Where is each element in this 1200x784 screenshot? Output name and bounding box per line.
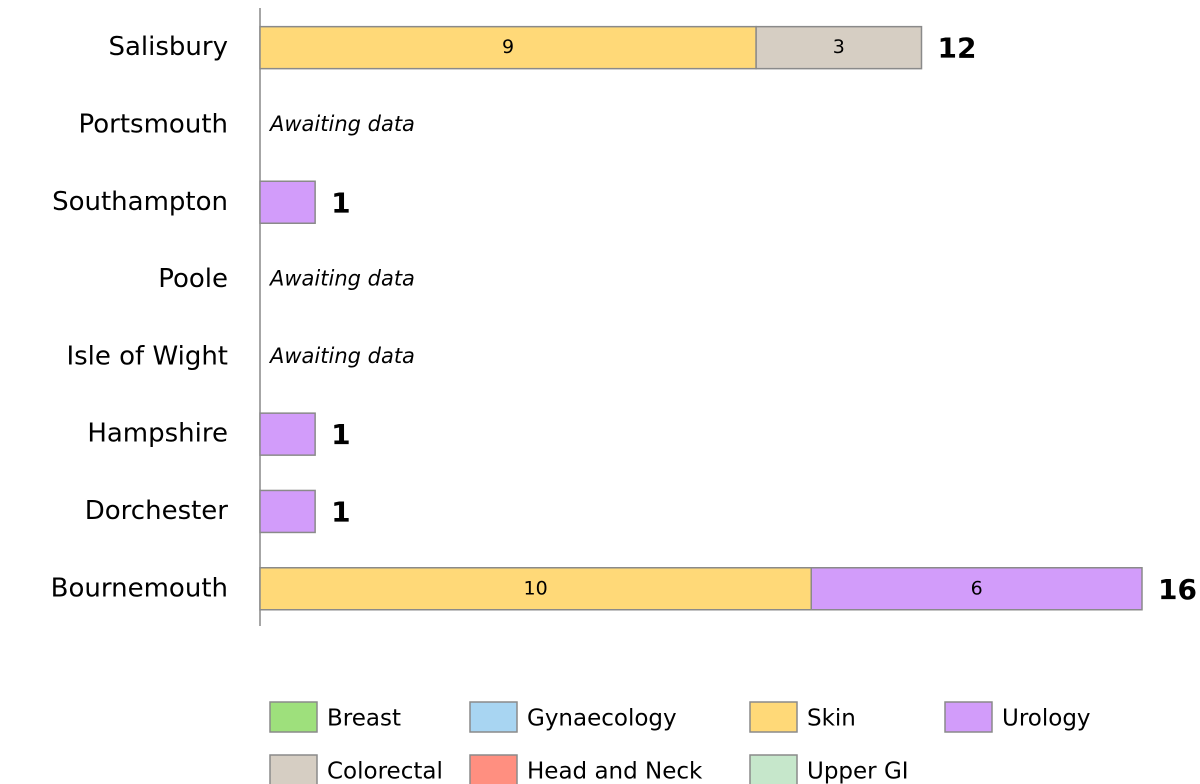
legend-swatch bbox=[944, 701, 993, 733]
category-label: Dorchester bbox=[85, 496, 229, 526]
total-label: 1 bbox=[331, 495, 350, 528]
segment-label: 6 bbox=[971, 577, 983, 599]
legend-swatch bbox=[269, 701, 318, 733]
legend-label: Breast bbox=[327, 706, 401, 732]
category-label: Salisbury bbox=[109, 32, 229, 62]
segment-label: 3 bbox=[833, 36, 845, 58]
bar-segment bbox=[810, 567, 1143, 611]
legend-label: Urology bbox=[1002, 706, 1091, 732]
total-label: 16 bbox=[1158, 573, 1197, 606]
category-label: Poole bbox=[158, 264, 228, 294]
legend-swatch bbox=[749, 701, 798, 733]
total-label: 1 bbox=[331, 186, 350, 219]
legend-swatch bbox=[749, 754, 798, 784]
legend-label: Head and Neck bbox=[527, 759, 703, 784]
legend-label: Upper GI bbox=[807, 759, 909, 784]
segment-label: 9 bbox=[502, 36, 514, 58]
legend-swatch bbox=[469, 701, 518, 733]
missing-label: Awaiting data bbox=[268, 344, 415, 368]
legend-label: Colorectal bbox=[327, 759, 443, 784]
legend-label: Skin bbox=[807, 706, 856, 732]
category-label: Portsmouth bbox=[79, 109, 228, 139]
missing-label: Awaiting data bbox=[268, 112, 415, 136]
category-label: Hampshire bbox=[87, 419, 228, 449]
bar-segment bbox=[259, 489, 316, 534]
legend-label: Gynaecology bbox=[527, 706, 677, 732]
legend-swatch bbox=[269, 754, 318, 784]
bar-segment bbox=[259, 567, 812, 611]
total-label: 12 bbox=[938, 32, 977, 65]
category-label: Southampton bbox=[52, 187, 228, 217]
bar-segment bbox=[259, 180, 316, 224]
legend-swatch bbox=[469, 754, 518, 784]
bar-segment bbox=[755, 25, 923, 70]
segment-label: 10 bbox=[524, 577, 548, 599]
total-label: 1 bbox=[331, 418, 350, 451]
category-label: Bournemouth bbox=[51, 573, 228, 603]
missing-label: Awaiting data bbox=[268, 267, 415, 291]
bar-segment bbox=[259, 412, 316, 456]
category-label: Isle of Wight bbox=[66, 341, 228, 371]
